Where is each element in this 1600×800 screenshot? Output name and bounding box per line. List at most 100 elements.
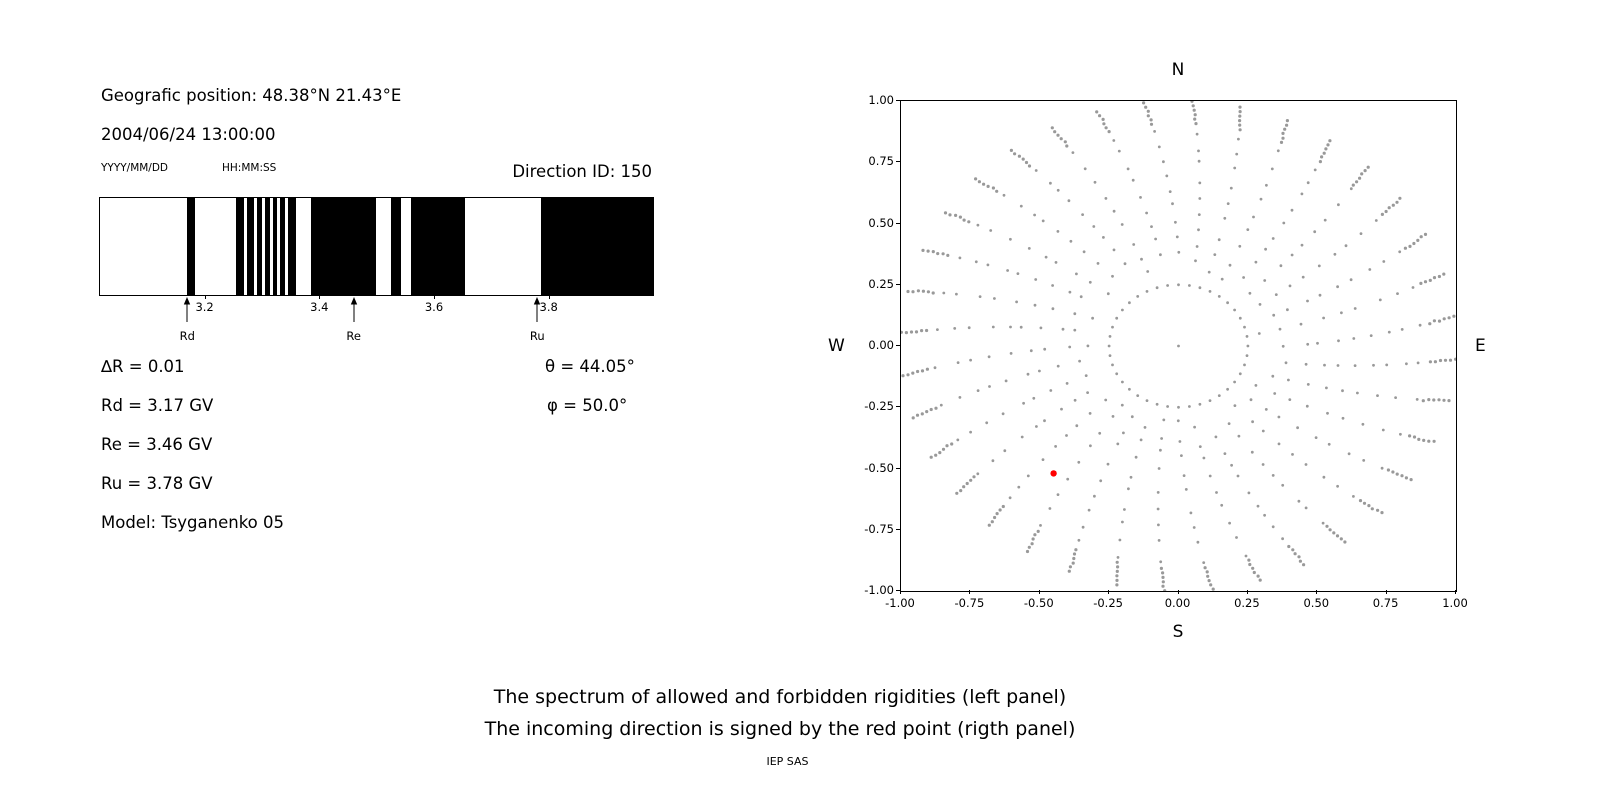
gray-dot [1107,344,1111,348]
phi-value-text: φ = 50.0° [547,396,628,415]
spectrum-tick-label: 3.6 [424,300,444,314]
gray-dot [1382,260,1386,263]
gray-dot [1056,493,1060,496]
gray-dot [901,330,903,334]
gray-dot [1281,136,1285,140]
gray-dot [931,250,935,254]
gray-dot [1198,445,1202,448]
gray-dot [988,385,991,388]
gray-dot [955,292,958,296]
gray-dot [1250,450,1254,454]
gray-dot [1363,169,1367,173]
gray-dot [1291,453,1294,456]
gray-dot [986,184,990,188]
gray-dot [1149,122,1154,126]
gray-dot [1248,291,1252,295]
gray-dot [956,361,960,364]
ru-value-text: Ru = 3.78 GV [101,474,213,493]
x-tick [1177,590,1179,594]
gray-dot [1408,244,1412,248]
gray-dot [1195,245,1199,248]
gray-dot [1157,539,1161,542]
gray-dot [1259,197,1263,201]
gray-dot [1298,559,1302,563]
gray-dot [1034,169,1038,172]
gray-dot [1316,341,1319,345]
gray-dot [1226,387,1229,391]
y-tick [896,590,900,591]
gray-dot [1423,280,1428,284]
gray-dot [1272,313,1276,317]
y-tick-label: 0.75 [868,154,894,169]
gray-dot [1121,308,1124,312]
gray-dot [1088,280,1092,284]
gray-dot [1405,362,1408,366]
gray-dot [1116,565,1120,569]
gray-dot [1301,275,1305,279]
y-tick-label: -0.25 [864,399,894,414]
gray-dot [1193,113,1197,117]
gray-dot [1071,561,1075,565]
gray-dot [1325,386,1328,390]
gray-dot [1412,241,1416,246]
gray-dot [1139,196,1142,199]
gray-dot [1166,284,1169,287]
gray-dot [1081,213,1084,216]
gray-dot [1024,160,1029,165]
gray-dot [1107,130,1111,134]
gray-dot [1233,380,1236,384]
gray-dot [1335,534,1340,538]
x-tick [969,590,971,594]
gray-dot [929,407,933,412]
gray-dot [1073,398,1077,402]
gray-dot [1313,230,1317,234]
gray-dot [1065,434,1068,437]
gray-dot [1419,281,1423,285]
gray-dot [1156,491,1160,494]
gray-dot [1145,211,1148,215]
gray-dot [1336,364,1340,367]
gray-dot [1369,334,1373,337]
gray-dot [1251,566,1255,570]
gray-dot [1034,278,1038,281]
gray-dot [1437,274,1441,279]
gray-dot [1442,272,1446,276]
gray-dot [920,329,924,333]
gray-dot [1391,203,1395,207]
gray-dot [1073,312,1077,316]
y-tick [896,467,900,469]
gray-dot [1139,438,1143,442]
gray-dot [962,485,966,489]
gray-dot [1428,360,1432,364]
gray-dot [1196,540,1200,544]
gray-dot [1098,431,1102,435]
gray-dot [1288,398,1292,401]
gray-dot [1411,286,1415,289]
gray-dot [1409,478,1413,482]
gray-dot [998,508,1002,512]
gray-dot [1326,411,1329,415]
gray-dot [1417,437,1421,441]
spectrum-tick [204,295,206,299]
gray-dot [1115,316,1119,320]
gray-dot [1238,128,1242,132]
gray-dot [1132,243,1136,246]
gray-dot [1121,380,1124,384]
gray-dot [982,182,986,186]
gray-dot [1328,139,1332,143]
gray-dot [1112,139,1116,142]
gray-dot [1302,563,1306,567]
gray-dot [1359,232,1363,236]
gray-dot [911,371,915,375]
rd-value-text: Rd = 3.17 GV [101,396,214,415]
gray-dot [969,358,972,362]
re-marker-label: Re [346,329,361,343]
gray-dot [1437,398,1441,402]
gray-dot [1150,225,1153,228]
gray-dot [1254,260,1258,264]
gray-dot [1351,183,1355,187]
gray-dot [1197,213,1201,216]
gray-dot [1104,197,1108,200]
gray-dot [1039,326,1043,330]
gray-dot [1089,444,1092,448]
